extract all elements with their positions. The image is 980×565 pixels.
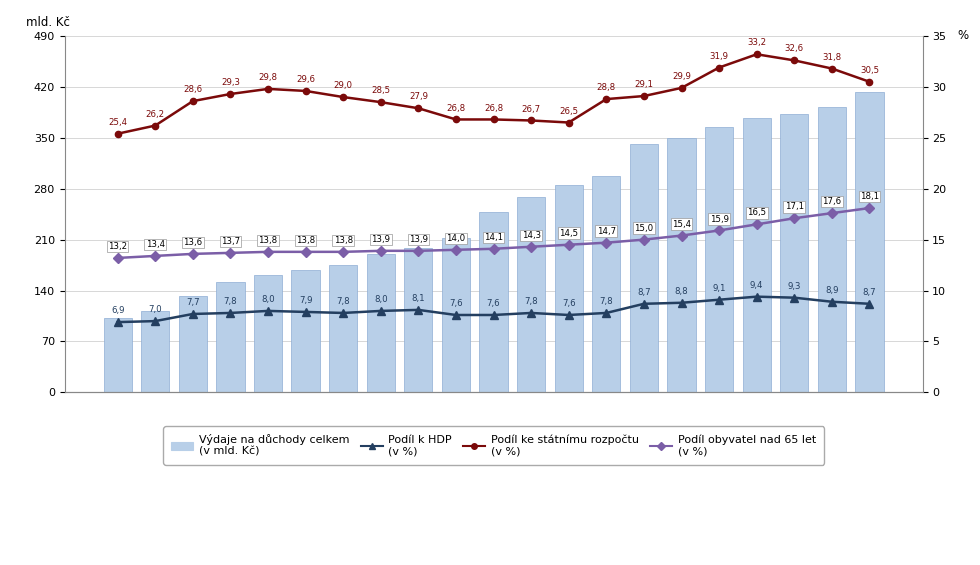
Y-axis label: mld. Kč: mld. Kč (25, 16, 70, 29)
Bar (517, 197, 545, 392)
Text: 13,9: 13,9 (409, 235, 428, 244)
Text: 7,7: 7,7 (186, 298, 200, 307)
Text: 28,8: 28,8 (597, 83, 615, 92)
Bar (291, 270, 319, 392)
Bar (479, 212, 508, 392)
Bar (743, 118, 771, 392)
Text: 9,1: 9,1 (712, 284, 726, 293)
Text: 18,1: 18,1 (859, 192, 879, 201)
Text: 27,9: 27,9 (409, 92, 428, 101)
Bar (405, 249, 432, 392)
Text: 28,6: 28,6 (183, 85, 203, 94)
Text: 13,4: 13,4 (146, 240, 165, 249)
Text: 9,4: 9,4 (750, 281, 763, 290)
Text: 26,8: 26,8 (447, 103, 465, 112)
Text: 14,7: 14,7 (597, 227, 615, 236)
Bar (329, 265, 358, 392)
Text: 7,6: 7,6 (562, 299, 575, 308)
Text: 31,9: 31,9 (710, 51, 728, 60)
Text: 13,8: 13,8 (296, 236, 316, 245)
Text: 14,1: 14,1 (484, 233, 503, 242)
Text: 8,0: 8,0 (262, 295, 274, 304)
Text: 14,0: 14,0 (447, 234, 465, 243)
Text: 15,9: 15,9 (710, 215, 728, 224)
Text: 7,8: 7,8 (524, 297, 538, 306)
Text: 9,3: 9,3 (788, 282, 801, 291)
Text: 30,5: 30,5 (859, 66, 879, 75)
Text: 13,8: 13,8 (333, 236, 353, 245)
Bar (178, 297, 207, 392)
Bar (667, 138, 696, 392)
Text: 29,1: 29,1 (634, 80, 654, 89)
Y-axis label: %: % (956, 29, 968, 42)
Text: 29,8: 29,8 (259, 73, 277, 82)
Text: 8,8: 8,8 (674, 287, 688, 296)
Text: 26,8: 26,8 (484, 103, 503, 112)
Bar (555, 185, 583, 392)
Bar (442, 238, 470, 392)
Text: 29,0: 29,0 (333, 81, 353, 90)
Text: 29,3: 29,3 (220, 78, 240, 87)
Text: 33,2: 33,2 (747, 38, 766, 47)
Text: 29,6: 29,6 (296, 75, 316, 84)
Text: 17,1: 17,1 (785, 202, 804, 211)
Text: 7,6: 7,6 (487, 299, 501, 308)
Text: 14,5: 14,5 (560, 229, 578, 238)
Bar (104, 318, 131, 392)
Bar (780, 114, 808, 392)
Legend: Výdaje na důchody celkem
(v mld. Kč), Podíl k HDP
(v %), Podíl ke státnímu rozpo: Výdaje na důchody celkem (v mld. Kč), Po… (164, 427, 824, 464)
Text: 13,9: 13,9 (371, 235, 390, 244)
Text: 7,9: 7,9 (299, 296, 313, 305)
Text: 15,0: 15,0 (634, 224, 654, 233)
Text: 29,9: 29,9 (672, 72, 691, 81)
Bar (856, 92, 884, 392)
Text: 15,4: 15,4 (672, 220, 691, 229)
Text: 8,0: 8,0 (374, 295, 388, 304)
Text: 31,8: 31,8 (822, 53, 842, 62)
Text: 8,7: 8,7 (862, 288, 876, 297)
Text: 8,1: 8,1 (412, 294, 425, 303)
Text: 14,3: 14,3 (521, 231, 541, 240)
Text: 8,9: 8,9 (825, 286, 839, 295)
Text: 28,5: 28,5 (371, 86, 390, 95)
Bar (592, 176, 620, 392)
Bar (705, 127, 733, 392)
Bar (217, 282, 244, 392)
Bar (367, 254, 395, 392)
Text: 13,8: 13,8 (259, 236, 277, 245)
Text: 25,4: 25,4 (108, 118, 127, 127)
Bar (254, 275, 282, 392)
Bar (141, 311, 170, 392)
Text: 8,7: 8,7 (637, 288, 651, 297)
Text: 7,6: 7,6 (449, 299, 463, 308)
Text: 13,7: 13,7 (220, 237, 240, 246)
Text: 7,0: 7,0 (148, 305, 162, 314)
Text: 26,5: 26,5 (560, 107, 578, 116)
Text: 26,2: 26,2 (146, 110, 165, 119)
Text: 17,6: 17,6 (822, 197, 842, 206)
Bar (630, 144, 658, 392)
Text: 13,2: 13,2 (108, 242, 127, 251)
Bar (817, 107, 846, 392)
Text: 16,5: 16,5 (747, 208, 766, 218)
Text: 32,6: 32,6 (785, 45, 804, 54)
Text: 7,8: 7,8 (336, 297, 350, 306)
Text: 26,7: 26,7 (521, 105, 541, 114)
Text: 7,8: 7,8 (223, 297, 237, 306)
Text: 7,8: 7,8 (600, 297, 613, 306)
Text: 13,6: 13,6 (183, 238, 203, 247)
Text: 6,9: 6,9 (111, 306, 124, 315)
